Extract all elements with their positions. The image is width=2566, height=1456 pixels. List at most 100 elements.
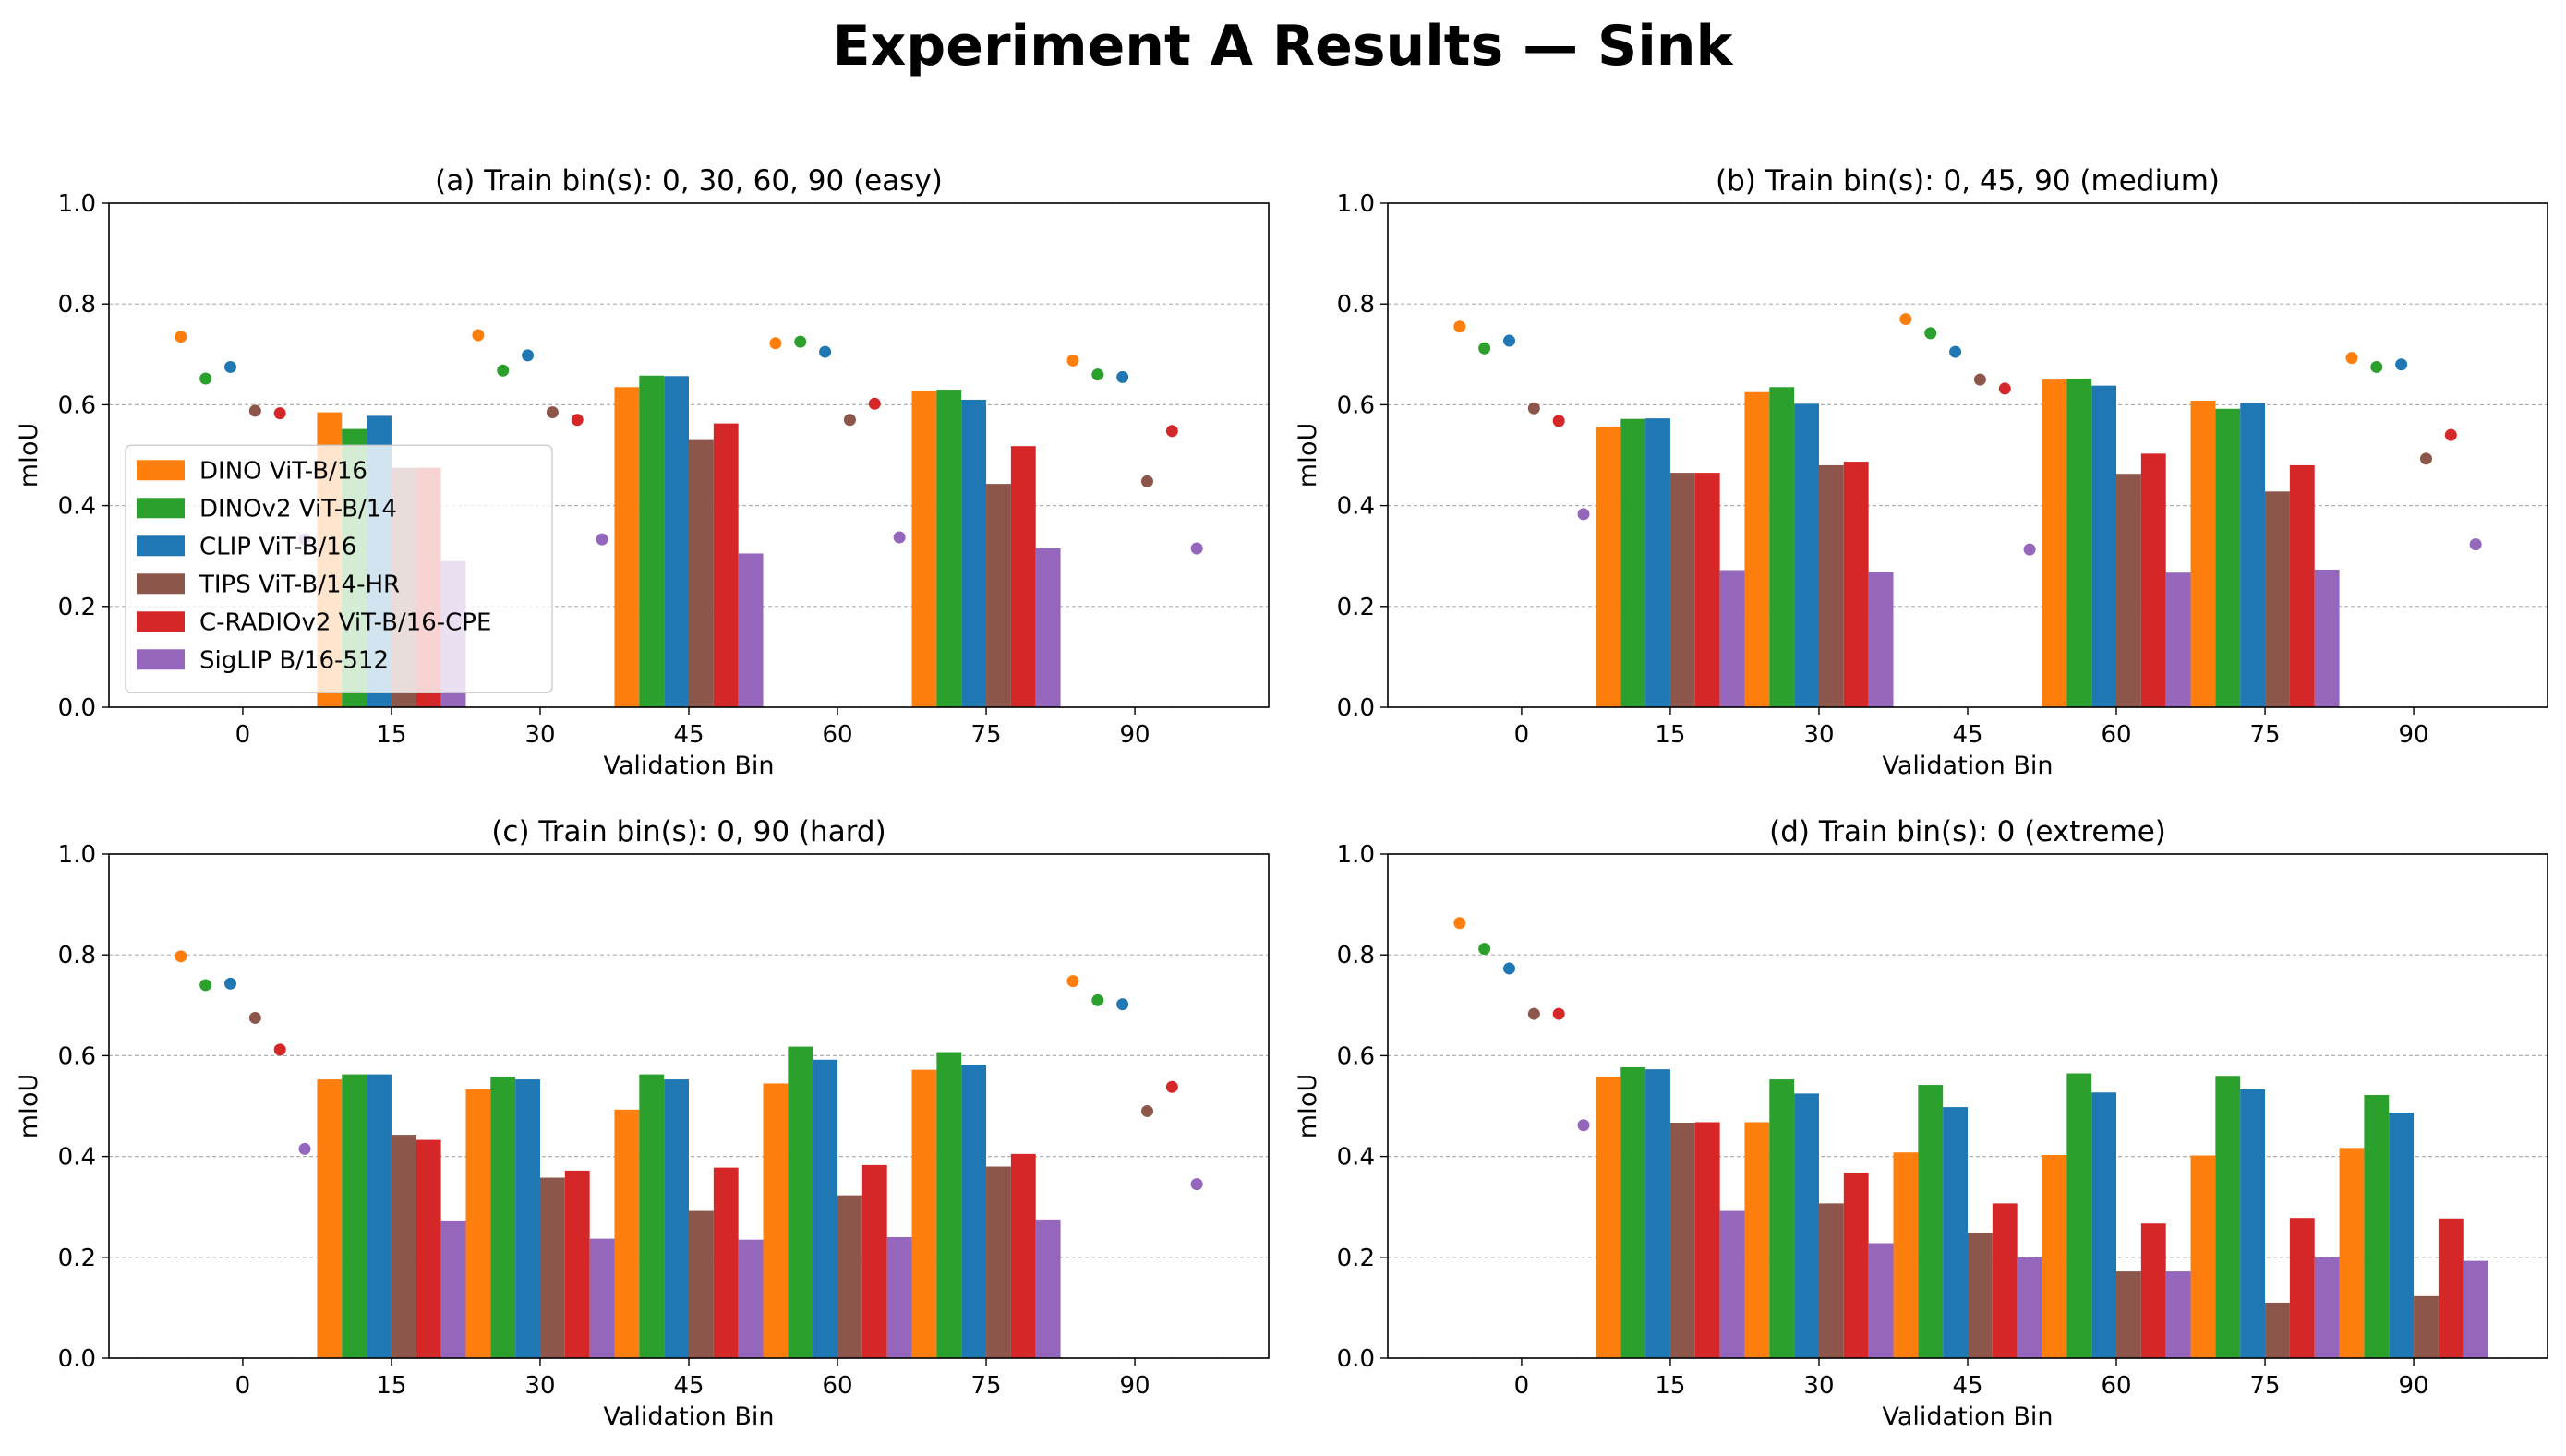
bar	[2116, 474, 2141, 707]
legend-swatch	[137, 611, 185, 632]
bar	[763, 1083, 789, 1358]
x-tick-label: 45	[673, 1372, 704, 1400]
x-tick-label: 90	[2399, 1372, 2429, 1400]
y-tick-label: 0.8	[1337, 942, 1375, 969]
bar	[1596, 1077, 1621, 1358]
train-point	[1973, 373, 1986, 386]
train-point	[1190, 1178, 1203, 1191]
bar	[317, 1079, 343, 1358]
train-point	[1552, 415, 1565, 427]
train-point	[522, 349, 535, 362]
bar	[2389, 1113, 2415, 1358]
train-point	[596, 533, 608, 546]
x-tick-label: 75	[971, 721, 1002, 749]
train-point	[1552, 1007, 1565, 1020]
chart-panel-c: 0.0 0.2 0.4 0.6 0.8 1.0 0 15 30 45 60 75 90 Validatio…	[15, 815, 1270, 1431]
bar	[2289, 464, 2315, 707]
y-tick-label: 1.0	[1337, 190, 1375, 218]
bar	[2165, 572, 2191, 707]
bar	[689, 1210, 714, 1358]
bar	[515, 1079, 540, 1358]
panel-title: (d) Train bin(s): 0 (extreme)	[1769, 815, 2166, 848]
bar	[1620, 418, 1646, 707]
train-point	[199, 372, 212, 385]
bar	[2265, 491, 2290, 707]
panel-title: (b) Train bin(s): 0, 45, 90 (medium)	[1716, 164, 2220, 198]
chart-panel-d: 0.0 0.2 0.4 0.6 0.8 1.0 0 15 30 45 60 75 90 Validatio…	[1294, 815, 2548, 1431]
bar	[639, 1074, 665, 1358]
bar	[2289, 1218, 2315, 1358]
legend: DINO ViT-B/16 DINOv2 ViT-B/14 CLIP ViT-B/1…	[125, 444, 553, 693]
bar	[367, 1074, 392, 1358]
x-tick-label: 90	[1120, 721, 1150, 749]
train-point	[1949, 345, 1962, 358]
x-axis-label: Validation Bin	[1882, 752, 2053, 780]
train-point	[175, 331, 187, 343]
x-tick-label: 15	[1655, 1372, 1685, 1400]
train-point	[2370, 360, 2383, 373]
x-tick-label: 15	[376, 1372, 406, 1400]
bar	[1694, 473, 1720, 707]
train-point	[2419, 452, 2432, 465]
bar	[788, 1046, 813, 1358]
bar	[1694, 1122, 1720, 1358]
bar	[1596, 426, 1621, 707]
x-tick-label: 75	[2250, 721, 2281, 749]
y-tick-label: 1.0	[1337, 841, 1375, 869]
bar	[2140, 453, 2166, 707]
panel-title: (a) Train bin(s): 0, 30, 60, 90 (easy)	[435, 164, 943, 198]
train-point	[224, 360, 237, 373]
bar	[1645, 418, 1670, 707]
x-tick-label: 30	[524, 1372, 555, 1400]
bar	[1794, 1093, 1819, 1358]
x-tick-label: 90	[2399, 721, 2429, 749]
y-tick-label: 0.4	[1337, 1144, 1375, 1172]
bar	[490, 1077, 516, 1358]
y-axis-label: mIoU	[1294, 1074, 1322, 1139]
chart-panel-b: 0.0 0.2 0.4 0.6 0.8 1.0 0 15 30 45 60 75 90 Validatio…	[1294, 164, 2548, 780]
train-point	[1165, 425, 1178, 438]
bar	[961, 399, 987, 707]
bar	[2116, 1271, 2141, 1358]
bar	[2091, 385, 2117, 707]
bar	[664, 1079, 689, 1358]
bar	[2215, 1076, 2241, 1358]
x-tick-label: 75	[971, 1372, 1002, 1400]
bar	[1818, 1203, 1844, 1358]
train-point	[546, 406, 559, 419]
bar	[1719, 1210, 1745, 1358]
bar	[342, 1074, 367, 1358]
train-point	[769, 337, 782, 350]
bar	[1992, 1203, 2018, 1358]
x-tick-label: 45	[673, 721, 704, 749]
x-tick-label: 60	[2101, 721, 2131, 749]
x-tick-label: 0	[1514, 721, 1530, 749]
bar	[1010, 1153, 1036, 1358]
bar	[738, 1239, 764, 1358]
bar	[1669, 473, 1695, 707]
train-point	[1527, 402, 1540, 415]
train-point	[1066, 975, 1079, 988]
bar	[1843, 462, 1869, 707]
bar	[1868, 572, 1894, 707]
train-point	[224, 977, 237, 990]
x-tick-label: 15	[1655, 721, 1685, 749]
y-tick-label: 1.0	[58, 190, 96, 218]
bar	[664, 376, 689, 707]
bar	[416, 1139, 441, 1358]
legend-swatch	[137, 535, 185, 557]
y-tick-label: 0.6	[1337, 391, 1375, 419]
train-point	[497, 364, 510, 377]
bar	[911, 391, 937, 707]
bar	[2265, 1302, 2290, 1358]
bar	[2066, 1073, 2092, 1358]
bar	[564, 1170, 590, 1358]
train-point	[1091, 993, 1104, 1006]
train-point	[1453, 917, 1466, 930]
legend-swatch	[137, 649, 185, 670]
train-point	[1478, 943, 1491, 956]
y-axis-label: mIoU	[15, 423, 43, 488]
train-point	[273, 1043, 286, 1056]
bar	[2240, 1089, 2266, 1358]
